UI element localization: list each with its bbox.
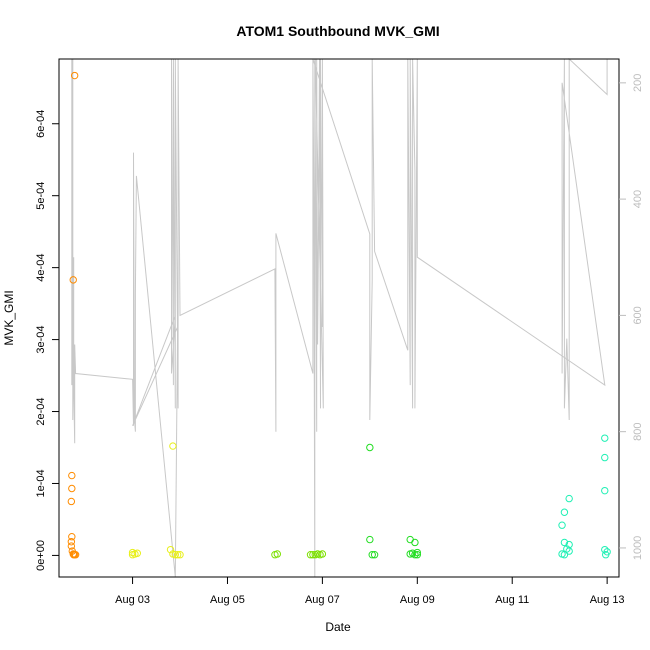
data-point bbox=[128, 548, 137, 557]
data-point bbox=[133, 549, 142, 557]
data-point bbox=[413, 548, 422, 557]
y-tick-label: 3e-04 bbox=[35, 326, 47, 354]
x-tick-label: Aug 07 bbox=[305, 594, 340, 606]
y-axis: 0e+00 1e-04 2e-04 3e-04 4e-04 5e-04 6e-04 bbox=[35, 110, 59, 571]
y2-tick-label: 600 bbox=[632, 306, 644, 324]
data-point bbox=[601, 486, 609, 495]
data-point bbox=[68, 533, 76, 541]
data-point bbox=[368, 550, 376, 559]
y2-axis: 200 400 600 800 1000 bbox=[619, 74, 644, 560]
y-tick-label: 2e-04 bbox=[35, 397, 47, 425]
data-point bbox=[67, 497, 76, 506]
y-tick-label: 5e-04 bbox=[35, 182, 47, 210]
data-point bbox=[558, 521, 566, 529]
data-point bbox=[309, 550, 317, 559]
data-point bbox=[67, 538, 76, 546]
y2-tick-label: 400 bbox=[632, 190, 644, 208]
x-tick-label: Aug 11 bbox=[495, 594, 529, 606]
data-point bbox=[560, 550, 569, 559]
data-point bbox=[70, 71, 79, 80]
data-point bbox=[565, 547, 573, 555]
data-point bbox=[601, 434, 609, 442]
plot-frame bbox=[58, 58, 620, 578]
data-point bbox=[273, 550, 282, 558]
data-point bbox=[318, 550, 327, 558]
x-axis: Aug 03 Aug 05 Aug 07 Aug 09 Aug 11 Aug 13 bbox=[115, 577, 625, 606]
y2-tick-label: 800 bbox=[632, 422, 644, 440]
y-axis-label: MVK_GMI bbox=[2, 290, 16, 345]
data-point bbox=[306, 550, 315, 559]
data-point bbox=[370, 550, 379, 559]
data-point bbox=[601, 545, 609, 554]
data-point bbox=[366, 443, 374, 452]
data-point bbox=[366, 535, 374, 544]
data-point bbox=[560, 508, 569, 516]
x-tick-label: Aug 09 bbox=[400, 594, 435, 606]
chart-title: ATOM1 Southbound MVK_GMI bbox=[236, 23, 439, 39]
data-point bbox=[171, 550, 179, 559]
data-point bbox=[601, 453, 609, 462]
data-point bbox=[406, 535, 414, 544]
data-point bbox=[68, 471, 76, 480]
data-point bbox=[169, 442, 177, 450]
y-tick-label: 4e-04 bbox=[35, 254, 47, 282]
data-point bbox=[411, 550, 419, 559]
y-tick-label: 6e-04 bbox=[35, 110, 47, 138]
data-point bbox=[166, 545, 175, 554]
x-tick-label: Aug 05 bbox=[210, 594, 245, 606]
x-axis-label: Date bbox=[325, 620, 351, 634]
data-point bbox=[68, 484, 76, 493]
data-point bbox=[173, 550, 182, 559]
data-point bbox=[565, 494, 573, 503]
data-point bbox=[176, 550, 184, 559]
data-point bbox=[602, 550, 610, 559]
y2-tick-label: 200 bbox=[632, 74, 644, 92]
y-tick-label: 1e-04 bbox=[35, 469, 47, 497]
data-point bbox=[411, 538, 419, 547]
data-point bbox=[69, 276, 77, 284]
y2-tick-label: 1000 bbox=[632, 536, 644, 560]
lines-layer bbox=[71, 57, 608, 578]
data-point bbox=[413, 550, 422, 559]
data-point bbox=[71, 550, 80, 559]
data-point bbox=[67, 542, 76, 550]
x-tick-label: Aug 13 bbox=[590, 594, 625, 606]
x-tick-label: Aug 03 bbox=[115, 594, 150, 606]
points-layer bbox=[67, 71, 611, 559]
data-point bbox=[560, 538, 569, 547]
y-tick-label: 0e+00 bbox=[35, 540, 47, 571]
grey-line-series bbox=[71, 57, 608, 578]
